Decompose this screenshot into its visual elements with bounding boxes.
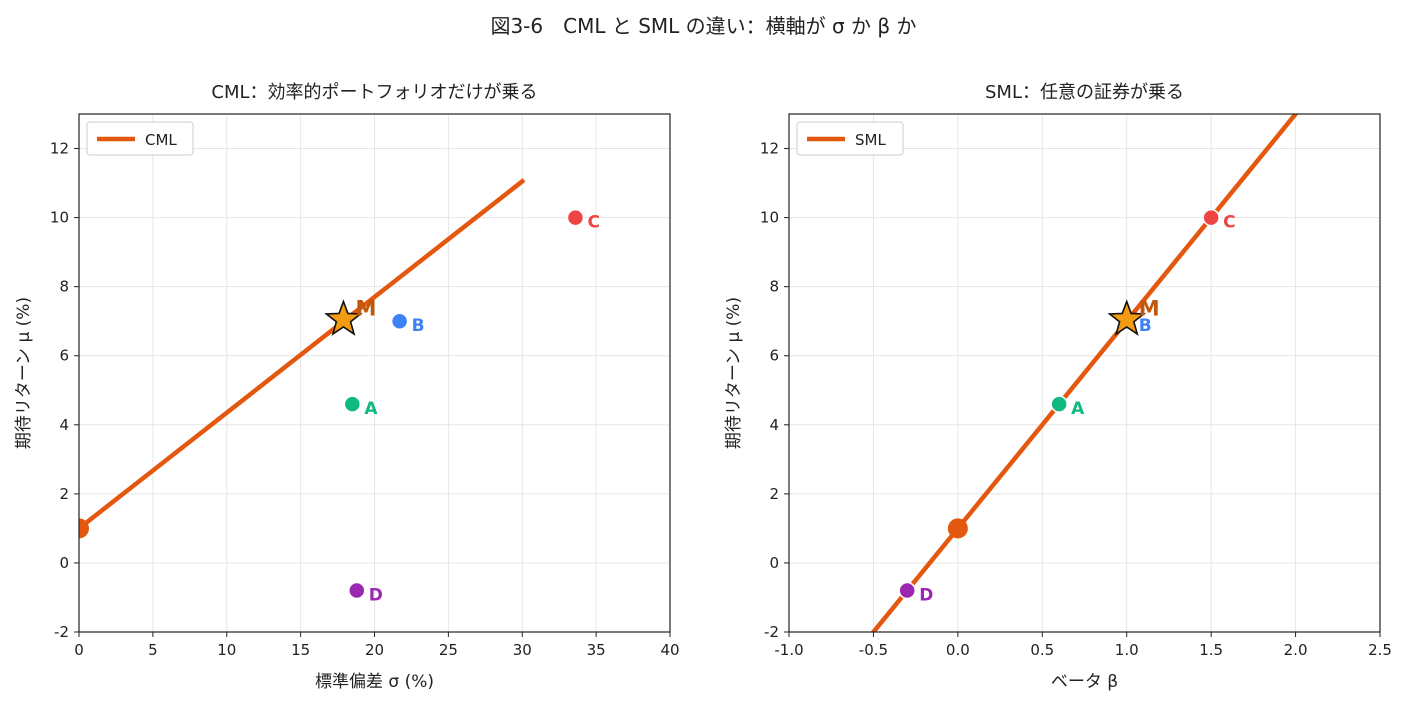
cml-x-tick-label: 20: [365, 641, 384, 659]
sml-y-axis-label: 期待リターン μ (%): [724, 297, 744, 449]
sml-y-tick-label: 4: [769, 416, 779, 434]
cml-y-tick-label: -2: [54, 623, 69, 641]
sml-point-a: [1050, 395, 1068, 413]
cml-x-tick-label: 10: [217, 641, 236, 659]
figure-title: 図3-6 CML と SML の違い：横軸が σ か β か: [490, 14, 917, 38]
cml-market-label: M: [355, 296, 376, 320]
sml-point-d: [898, 581, 916, 600]
cml-chart: 0 5 10 15 20 25 30 35 40 -2 0 2 4 6 8 10 12 A B C D M CML：効率的ポ…: [14, 82, 680, 692]
cml-x-tick-label: 40: [660, 641, 679, 659]
cml-y-tick-label: 4: [59, 416, 69, 434]
sml-y-tick-label: 8: [769, 278, 779, 296]
sml-point-label: D: [919, 586, 933, 606]
cml-y-tick-label: 6: [59, 347, 69, 365]
cml-y-axis-label: 期待リターン μ (%): [14, 297, 34, 449]
sml-title: SML：任意の証券が乗る: [985, 82, 1184, 103]
cml-risk-free-point: [79, 518, 89, 539]
cml-point-label: B: [412, 316, 425, 336]
sml-risk-free-point: [947, 518, 968, 539]
cml-point-label: A: [364, 399, 378, 419]
cml-legend: CML: [86, 121, 194, 156]
sml-y-tick-label: 6: [769, 347, 779, 365]
sml-y-tick-label: 10: [760, 209, 779, 227]
cml-y-tick-label: 2: [59, 485, 69, 503]
cml-title: CML：効率的ポートフォリオだけが乗る: [211, 82, 537, 103]
cml-x-tick-label: 35: [587, 641, 606, 659]
sml-x-tick-label: -1.0: [774, 641, 803, 659]
cml-point-d: [348, 581, 366, 600]
cml-x-axis-label: 標準偏差 σ (%): [315, 672, 434, 692]
sml-plot-frame: [788, 113, 1381, 633]
cml-y-tick-label: 0: [59, 554, 69, 572]
sml-x-tick-label: 2.0: [1284, 641, 1308, 659]
cml-x-tick-label: 0: [74, 641, 84, 659]
sml-y-tick-label: -2: [764, 623, 779, 641]
cml-y-tick-label: 8: [59, 278, 69, 296]
cml-market-star: [324, 299, 363, 336]
cml-legend-box: [86, 121, 194, 156]
sml-legend-label: SML: [855, 131, 886, 149]
cml-x-tick-label: 5: [148, 641, 158, 659]
sml-x-axis-label: ベータ β: [1051, 672, 1118, 692]
cml-plot-frame: [78, 113, 671, 633]
sml-x-tick-label: 0.5: [1030, 641, 1054, 659]
sml-x-tick-label: -0.5: [859, 641, 888, 659]
cml-point-c: [566, 208, 585, 227]
cml-x-tick-label: 30: [513, 641, 532, 659]
sml-point-label: C: [1223, 213, 1235, 233]
sml-x-tick-label: 1.0: [1115, 641, 1139, 659]
cml-line: [79, 178, 526, 532]
cml-point-a: [343, 395, 362, 413]
sml-x-tick-label: 1.5: [1199, 641, 1223, 659]
cml-legend-label: CML: [145, 131, 177, 149]
sml-market-label: M: [1139, 296, 1160, 320]
sml-x-tick-label: 2.5: [1368, 641, 1392, 659]
cml-point-b: [390, 312, 409, 330]
sml-y-tick-label: 0: [769, 554, 779, 572]
sml-chart: -1.0 -0.5 0.0 0.5 1.0 1.5 2.0 2.5 -2 0 2 4 6 8 10 12 A B C…: [724, 82, 1392, 692]
sml-point-label: A: [1071, 399, 1085, 419]
cml-y-tick-label: 10: [50, 209, 69, 227]
sml-legend: SML: [796, 121, 904, 156]
sml-x-tick-label: 0.0: [946, 641, 970, 659]
sml-point-c: [1202, 208, 1220, 227]
cml-point-label: D: [369, 586, 383, 606]
cml-point-label: C: [587, 213, 599, 233]
cml-y-tick-label: 12: [50, 140, 69, 158]
cml-x-tick-label: 15: [291, 641, 310, 659]
sml-legend-box: [796, 121, 904, 156]
cml-x-tick-label: 25: [439, 641, 458, 659]
sml-line: [870, 114, 1299, 632]
sml-y-tick-label: 2: [769, 485, 779, 503]
sml-market-star: [1107, 299, 1147, 336]
sml-point-label: B: [1139, 316, 1152, 336]
sml-y-tick-label: 12: [760, 140, 779, 158]
